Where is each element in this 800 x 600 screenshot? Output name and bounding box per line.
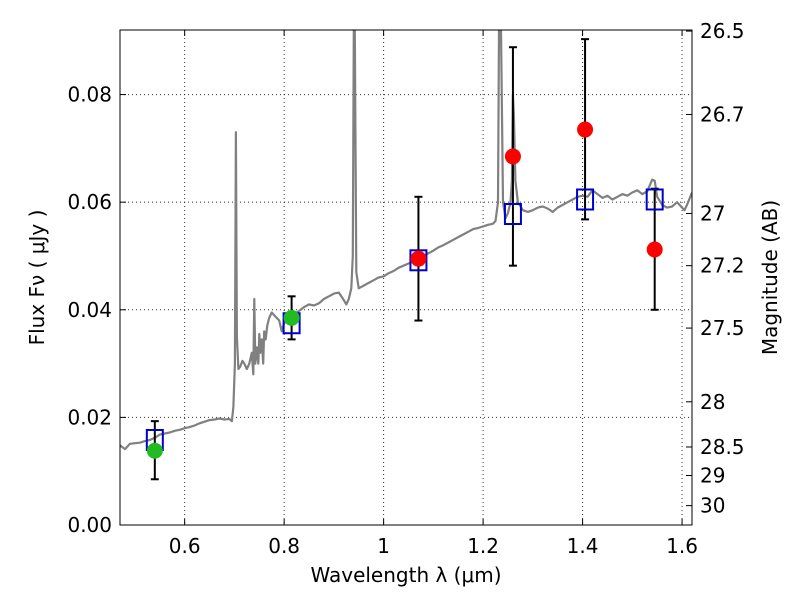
red-point [577,121,594,138]
model-photometry-square [576,188,595,211]
y2-tick-label: 27.5 [700,316,745,340]
y2-tick-label: 26.5 [700,19,745,43]
y-tick-label: 0.04 [67,298,112,322]
x-tick-label: 0.6 [169,534,201,558]
model-photometry-square [503,203,522,226]
axes: 0.6 0.8 1 1.2 1.4 1.6 0.00 0.02 0.04 0.06 0.08 26.5… [67,19,744,558]
y2-tick-label: 26.7 [700,102,745,126]
x-axis-label: Wavelength λ (μm) [310,563,501,587]
y2-tick-label: 27 [700,201,725,225]
green-point [283,309,300,326]
y2-tick-label: 28 [700,390,725,414]
y-tick-label: 0.08 [67,83,112,107]
y-axis-label: Flux Fν ( μJy ) [25,210,49,346]
x-tick-label: 1.4 [567,534,599,558]
x-tick-label: 1.2 [467,534,499,558]
y2-axis-label: Magnitude (AB) [758,200,782,355]
y2-tick-label: 29 [700,464,725,488]
plot-frame [119,29,693,526]
red-point [410,250,427,267]
x-tick-label: 1 [377,534,390,558]
y-tick-label: 0.06 [67,190,112,214]
gridlines [120,30,692,525]
y2-tick-label: 28.5 [700,435,745,459]
plot-content [120,30,692,481]
y2-tick-label: 27.2 [700,254,745,278]
red-point [646,241,663,258]
y2-tick-label: 30 [700,494,725,518]
y-tick-label: 0.00 [67,513,112,537]
green-point [146,442,163,459]
x-tick-label: 1.6 [666,534,698,558]
red-point [504,148,521,165]
x-tick-label: 0.8 [268,534,300,558]
model-photometry-square [645,188,664,211]
model-photometry-square [409,249,428,272]
y-tick-label: 0.02 [67,405,112,429]
